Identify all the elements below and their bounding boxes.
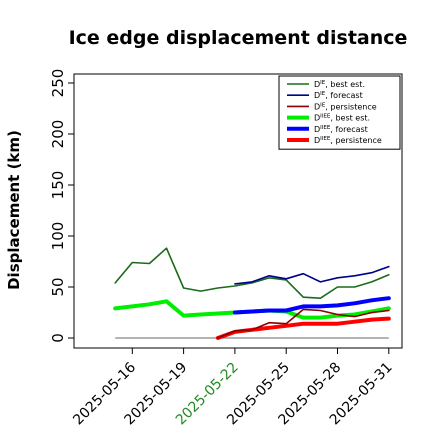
x-axis: 2025-05-162025-05-192025-05-222025-05-25… bbox=[70, 348, 396, 428]
series-layer bbox=[113, 247, 391, 340]
y-tick-label: 200 bbox=[49, 120, 67, 149]
legend-entry-0: DIE, best est. bbox=[314, 80, 365, 89]
y-axis: 0 50 100 150 200 250 bbox=[49, 69, 74, 343]
chart-title: Ice edge displacement distance bbox=[69, 27, 408, 49]
legend-entry-symbol: D bbox=[314, 114, 320, 123]
legend-entry-text: , persistence bbox=[330, 136, 381, 145]
series-line-0 bbox=[114, 247, 390, 300]
legend-entry-2: DIE, persistence bbox=[314, 102, 377, 111]
plot-frame bbox=[73, 73, 403, 349]
legend-entry-text: , forecast bbox=[325, 91, 362, 100]
y-tick-label: 100 bbox=[49, 222, 67, 251]
legend-entry-superscript: IIEE bbox=[320, 136, 331, 142]
series-line-4 bbox=[232, 296, 391, 315]
legend-entry-text: , best est. bbox=[325, 80, 365, 89]
y-tick-label: 250 bbox=[49, 69, 67, 98]
legend-entry-superscript: IE bbox=[320, 102, 326, 108]
legend-entry-5: DIIEE, persistence bbox=[314, 136, 382, 145]
legend-entry-superscript: IE bbox=[320, 91, 326, 97]
y-tick-label: 0 bbox=[49, 333, 67, 343]
legend-entry-symbol: D bbox=[314, 125, 320, 134]
legend-entry-symbol: D bbox=[314, 80, 320, 89]
legend-entry-superscript: IIEE bbox=[320, 125, 331, 131]
legend-entry-3: DIIEE, best est. bbox=[314, 114, 370, 123]
legend-entry-superscript: IIEE bbox=[320, 114, 331, 120]
legend-entry-text: , persistence bbox=[325, 102, 376, 111]
series-line-5 bbox=[215, 316, 391, 340]
series-line-2 bbox=[217, 308, 390, 339]
legend-entry-text: , forecast bbox=[330, 125, 367, 134]
legend-entry-symbol: D bbox=[314, 136, 320, 145]
y-tick-label: 50 bbox=[49, 277, 67, 296]
legend-entry-text: , best est. bbox=[330, 114, 370, 123]
legend-entry-symbol: D bbox=[314, 102, 320, 111]
legend-box bbox=[278, 75, 401, 150]
legend-entry-1: DIE, forecast bbox=[314, 91, 363, 100]
y-tick-label: 150 bbox=[49, 171, 67, 200]
y-axis-label: Displacement (km) bbox=[5, 130, 23, 290]
series-line-1 bbox=[234, 265, 390, 285]
legend-entry-4: DIIEE, forecast bbox=[314, 125, 368, 134]
legend-entry-superscript: IE bbox=[320, 80, 326, 86]
legend-entry-symbol: D bbox=[314, 91, 320, 100]
